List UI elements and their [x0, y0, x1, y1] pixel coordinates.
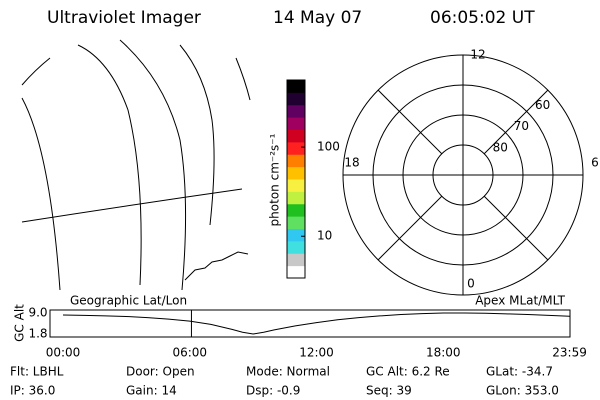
- colorbar-step: [287, 179, 305, 192]
- colorbar-step: [287, 253, 305, 267]
- mlt-label: 6: [591, 156, 599, 170]
- status-field: Mode: Normal: [246, 365, 330, 379]
- status-field: Flt: LBHL: [10, 365, 64, 379]
- orbit-box: [49, 309, 571, 338]
- status-field: GC Alt: 6.2 Re: [366, 365, 450, 379]
- orbit-ytick-label: 9.0: [28, 306, 47, 320]
- colorbar-step: [287, 166, 305, 180]
- orbit-left-label: Geographic Lat/Lon: [70, 294, 187, 308]
- colorbar-step: [287, 203, 305, 217]
- colorbar-step: [287, 92, 305, 106]
- colorbar-step: [287, 141, 305, 155]
- colorbar-step: [287, 191, 305, 205]
- colorbar-frame: [286, 79, 306, 279]
- colorbar-step: [287, 265, 305, 279]
- time: 06:05:02 UT: [430, 8, 535, 28]
- colorbar-step: [287, 117, 305, 130]
- colorbar-tick-label: 10: [317, 229, 332, 243]
- orbit-right-label: Apex MLat/MLT: [475, 294, 565, 308]
- colorbar-tick-label: 100: [317, 140, 340, 154]
- date: 14 May 07: [273, 8, 362, 28]
- polar-spoke: [377, 195, 443, 261]
- status-field: IP: 36.0: [10, 384, 55, 398]
- status-field: Door: Open: [126, 365, 195, 379]
- status-field: Seq: 39: [366, 384, 412, 398]
- image-grid: [21, 39, 251, 291]
- colorbar-step: [287, 80, 305, 93]
- status-field: Gain: 14: [126, 384, 177, 398]
- orbit-xtick-label: 06:00: [172, 346, 207, 360]
- title: Ultraviolet Imager: [47, 8, 201, 28]
- colorbar-step: [287, 154, 305, 168]
- status-field: Dsp: -0.9: [246, 384, 300, 398]
- orbit-xtick-label: 23:59: [552, 346, 587, 360]
- status-field: GLon: 353.0: [486, 384, 559, 398]
- mlt-label: 12: [470, 48, 485, 62]
- lat-label: 60: [535, 98, 550, 112]
- orbit-xtick-label: 12:00: [299, 346, 334, 360]
- lat-label: 80: [493, 140, 508, 154]
- orbit-xtick-label: 00:00: [46, 346, 81, 360]
- polar-spoke: [377, 89, 443, 155]
- status-field: GLat: -34.7: [486, 365, 553, 379]
- altitude-curve: [62, 312, 570, 335]
- colorbar-step: [287, 216, 305, 229]
- colorbar-step: [287, 129, 305, 143]
- mlt-label: 18: [344, 156, 359, 170]
- orbit-xtick-label: 18:00: [426, 346, 461, 360]
- mlt-label: 0: [467, 277, 475, 291]
- colorbar-step: [287, 104, 305, 118]
- polar-spoke: [483, 195, 549, 261]
- orbit-ylabel: GC Alt: [13, 304, 27, 342]
- lat-label: 70: [514, 119, 529, 133]
- polar-spoke: [483, 89, 549, 155]
- colorbar-step: [287, 228, 305, 242]
- orbit-ytick-label: 1.8: [28, 327, 47, 341]
- colorbar-step: [287, 240, 305, 254]
- colorbar-label: photon cm⁻²s⁻¹: [268, 133, 282, 226]
